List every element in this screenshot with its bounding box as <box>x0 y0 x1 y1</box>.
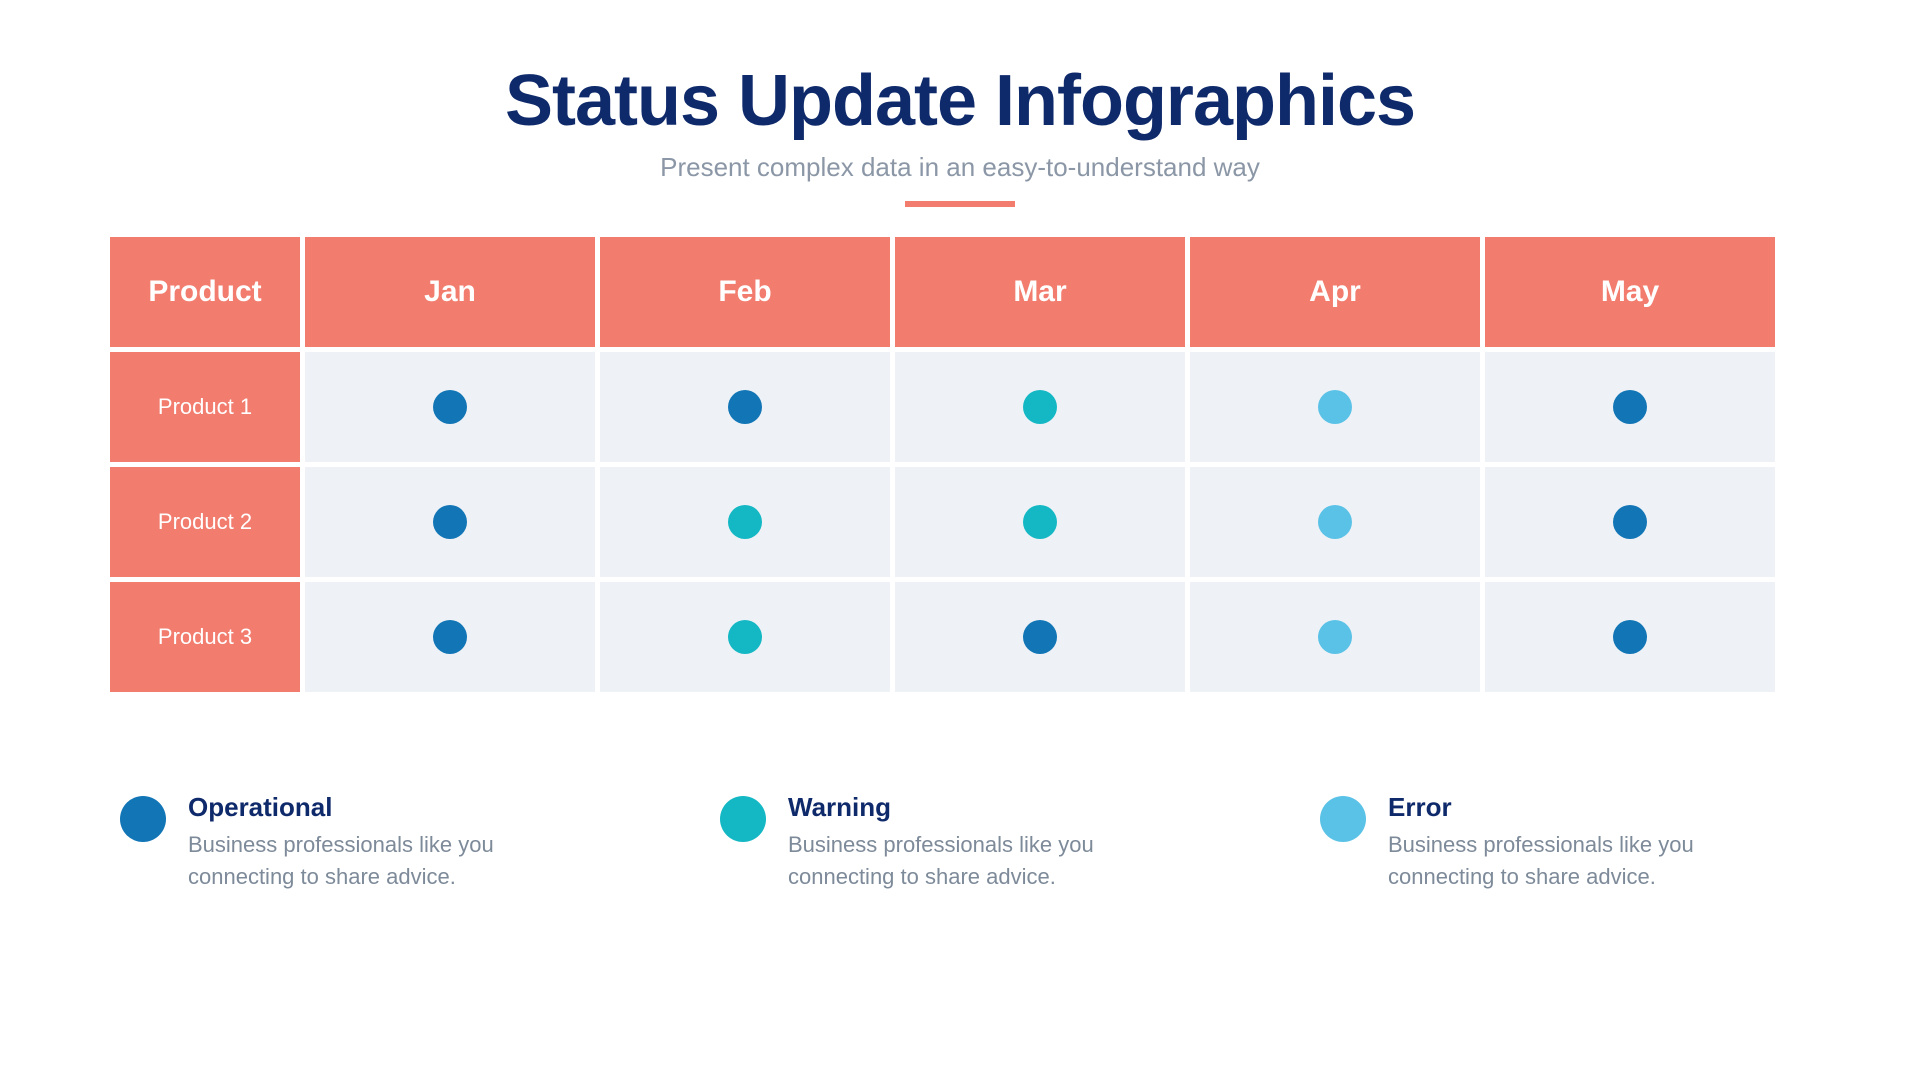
status-dot-icon <box>728 390 762 424</box>
table-cell <box>1190 582 1480 692</box>
status-dot-icon <box>1318 390 1352 424</box>
legend-dot-icon <box>120 796 166 842</box>
table-header-product: Product <box>110 237 300 347</box>
status-table: ProductJanFebMarAprMay Product 1Product 2… <box>110 237 1810 692</box>
status-dot-icon <box>1023 620 1057 654</box>
legend-text: Warning Business professionals like you c… <box>788 792 1200 893</box>
table-rowheader: Product 3 <box>110 582 300 692</box>
table-cell <box>305 467 595 577</box>
status-dot-icon <box>433 505 467 539</box>
status-dot-icon <box>728 620 762 654</box>
table-rowheader: Product 2 <box>110 467 300 577</box>
legend-title: Operational <box>188 792 600 823</box>
table-header-month: May <box>1485 237 1775 347</box>
table-cell <box>895 467 1185 577</box>
legend-dot-icon <box>720 796 766 842</box>
legend-item: Operational Business professionals like y… <box>120 792 600 893</box>
status-dot-icon <box>1613 390 1647 424</box>
legend-item: Warning Business professionals like you c… <box>720 792 1200 893</box>
table-cell <box>600 352 890 462</box>
legend: Operational Business professionals like y… <box>110 792 1810 893</box>
table-header-month: Feb <box>600 237 890 347</box>
legend-text: Operational Business professionals like y… <box>188 792 600 893</box>
legend-dot-icon <box>1320 796 1366 842</box>
table-cell <box>1485 582 1775 692</box>
page-title: Status Update Infographics <box>110 60 1810 142</box>
table-cell <box>895 582 1185 692</box>
table-header-month: Apr <box>1190 237 1480 347</box>
status-dot-icon <box>1023 390 1057 424</box>
legend-text: Error Business professionals like you con… <box>1388 792 1800 893</box>
header-block: Status Update Infographics Present compl… <box>110 60 1810 237</box>
status-dot-icon <box>1613 505 1647 539</box>
status-dot-icon <box>1613 620 1647 654</box>
infographic-page: Status Update Infographics Present compl… <box>0 0 1920 1080</box>
table-header-month: Jan <box>305 237 595 347</box>
legend-title: Error <box>1388 792 1800 823</box>
status-dot-icon <box>433 620 467 654</box>
table-rowheader: Product 1 <box>110 352 300 462</box>
table-cell <box>1485 467 1775 577</box>
status-dot-icon <box>1318 505 1352 539</box>
table-cell <box>600 582 890 692</box>
legend-title: Warning <box>788 792 1200 823</box>
status-dot-icon <box>1318 620 1352 654</box>
table-header-month: Mar <box>895 237 1185 347</box>
table-cell <box>1485 352 1775 462</box>
status-dot-icon <box>1023 505 1057 539</box>
table-cell <box>895 352 1185 462</box>
table-cell <box>1190 467 1480 577</box>
legend-description: Business professionals like you connecti… <box>788 829 1200 893</box>
page-subtitle: Present complex data in an easy-to-under… <box>110 152 1810 183</box>
status-dot-icon <box>433 390 467 424</box>
status-dot-icon <box>728 505 762 539</box>
table-cell <box>600 467 890 577</box>
table-cell <box>305 352 595 462</box>
legend-description: Business professionals like you connecti… <box>188 829 600 893</box>
table-cell <box>1190 352 1480 462</box>
table-cell <box>305 582 595 692</box>
header-divider <box>905 201 1015 207</box>
legend-description: Business professionals like you connecti… <box>1388 829 1800 893</box>
legend-item: Error Business professionals like you con… <box>1320 792 1800 893</box>
